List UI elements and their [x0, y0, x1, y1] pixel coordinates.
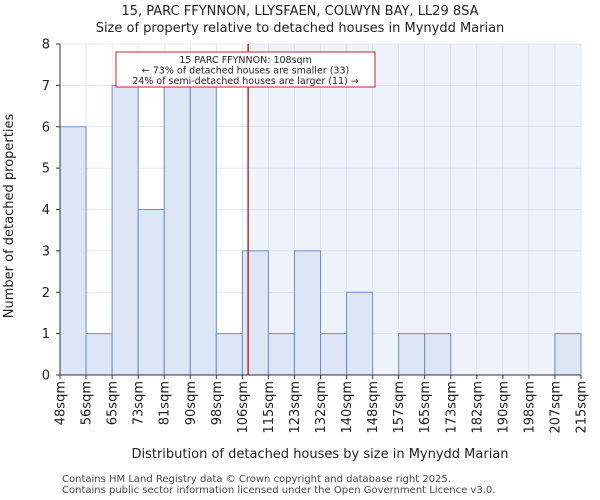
- bar: [137, 209, 165, 376]
- annotation-line-2: ← 73% of detached houses are smaller (33…: [142, 66, 349, 77]
- annotation-frame: [115, 51, 376, 88]
- chart-subtitle: Size of property relative to detached ho…: [95, 21, 505, 36]
- x-tick-label: 140sqm: [340, 381, 355, 434]
- y-tick-label: 2: [42, 286, 50, 301]
- x-tick-label: 90sqm: [184, 381, 199, 425]
- x-tick-label: 148sqm: [366, 381, 381, 434]
- x-tick-label: 190sqm: [496, 381, 511, 434]
- x-tick-label: 98sqm: [210, 381, 225, 425]
- annotation-line-3: 24% of semi-detached houses are larger (…: [132, 76, 359, 87]
- bar: [267, 333, 295, 376]
- bar: [346, 291, 374, 376]
- bar: [241, 250, 269, 376]
- x-ticks-group: 48sqm 56sqm 65sqm 73sqm 81sqm 90sqm 98sqm 106sq…: [54, 375, 590, 434]
- x-tick-label: 56sqm: [80, 381, 95, 425]
- y-tick-label: 0: [42, 369, 50, 384]
- x-tick-label: 123sqm: [288, 381, 303, 434]
- y-tick-label: 4: [42, 203, 50, 218]
- x-tick-label: 207sqm: [548, 381, 563, 434]
- y-tick-label: 1: [42, 327, 50, 342]
- bar: [59, 126, 87, 376]
- bar: [320, 333, 348, 376]
- bar: [111, 84, 139, 376]
- bar: [398, 333, 426, 376]
- bar: [554, 333, 582, 376]
- y-tick-label: 5: [42, 162, 50, 177]
- x-tick-label: 157sqm: [392, 381, 407, 434]
- bar: [424, 333, 452, 376]
- x-tick-label: 215sqm: [575, 381, 590, 434]
- bar: [215, 333, 243, 376]
- bar: [85, 333, 113, 376]
- x-tick-label: 182sqm: [470, 381, 485, 434]
- annotation-line-1: 15 PARC FFYNNON: 108sqm: [179, 55, 312, 66]
- annotation-box: 15 PARC FFYNNON: 108sqm ← 73% of detache…: [115, 51, 376, 88]
- bar: [189, 84, 217, 376]
- x-axis-label: Distribution of detached houses by size …: [131, 447, 508, 462]
- y-tick-label: 7: [42, 79, 50, 94]
- y-tick-label: 3: [42, 244, 50, 259]
- bar: [163, 84, 191, 376]
- footer-licence: Contains public sector information licen…: [62, 485, 496, 496]
- x-tick-label: 115sqm: [262, 381, 277, 434]
- x-tick-label: 81sqm: [158, 381, 173, 425]
- y-tick-label: 6: [42, 120, 50, 135]
- y-ticks-group: 0 1 2 3 4 5 6 7 8: [42, 38, 60, 384]
- x-tick-label: 173sqm: [444, 381, 459, 434]
- footer-copyright: Contains HM Land Registry data © Crown c…: [62, 474, 451, 485]
- y-tick-label: 8: [42, 38, 50, 53]
- x-tick-label: 73sqm: [132, 381, 147, 425]
- y-axis-label: Number of detached properties: [2, 114, 17, 319]
- bars-group: [59, 84, 582, 376]
- chart-title: 15, PARC FFYNNON, LLYSFAEN, COLWYN BAY, …: [121, 4, 479, 19]
- x-tick-label: 165sqm: [418, 381, 433, 434]
- bar: [293, 250, 322, 376]
- x-tick-label: 48sqm: [54, 381, 69, 425]
- x-tick-label: 65sqm: [106, 381, 121, 425]
- x-tick-label: 106sqm: [236, 381, 251, 434]
- x-tick-label: 198sqm: [522, 381, 537, 434]
- x-tick-label: 132sqm: [314, 381, 329, 434]
